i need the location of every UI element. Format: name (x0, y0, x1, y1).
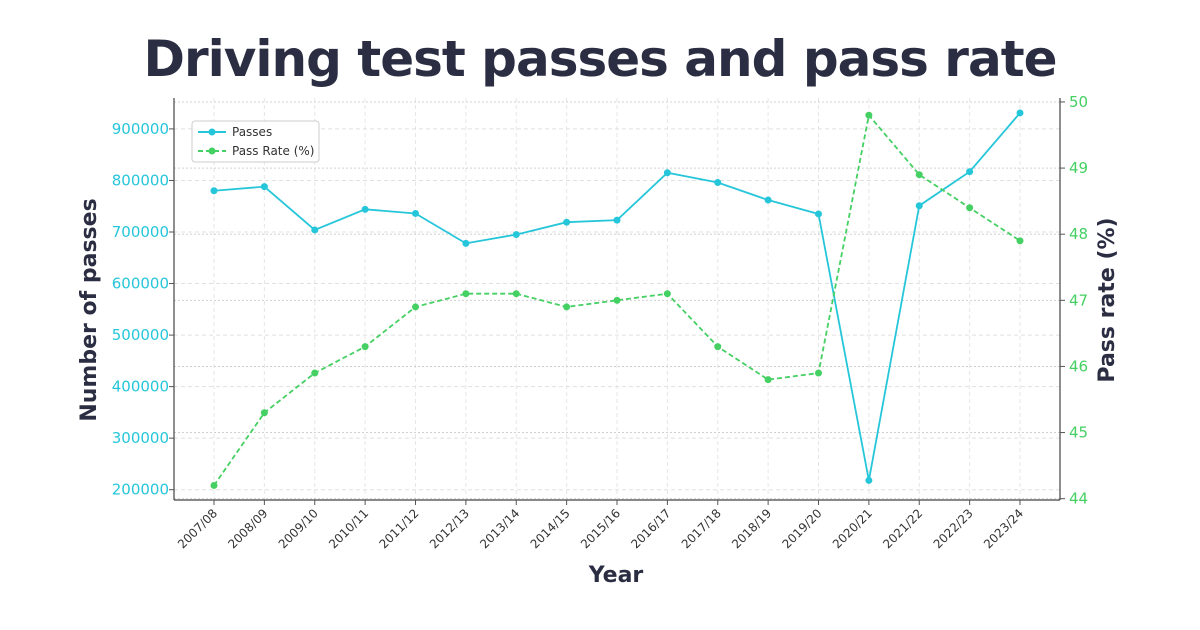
x-tick-label: 2016/17 (628, 506, 673, 551)
x-axis-label: Year (588, 563, 644, 588)
data-point-0 (563, 218, 571, 226)
grid-lines (174, 98, 1060, 500)
data-point-1 (966, 204, 974, 212)
legend-label-passes: Passes (232, 125, 272, 139)
data-point-1 (613, 296, 621, 304)
data-point-1 (663, 290, 671, 298)
right-tick-label: 46 (1069, 357, 1088, 375)
legend: Passes Pass Rate (%) (191, 120, 320, 163)
x-tick-label: 2017/18 (679, 506, 724, 551)
x-tick-label: 2019/20 (779, 506, 824, 551)
x-tick-label: 2012/13 (427, 506, 472, 551)
data-point-0 (412, 209, 419, 217)
left-axis-label: Number of passes (77, 198, 102, 421)
x-tick-label: 2013/14 (477, 506, 522, 551)
data-point-1 (260, 409, 268, 417)
chart-title: Driving test passes and pass rate (143, 30, 1057, 88)
data-point-0 (613, 216, 621, 224)
data-point-0 (512, 231, 520, 239)
data-point-1 (865, 111, 873, 119)
x-tick-label: 2011/12 (376, 506, 421, 551)
right-tick-label: 49 (1069, 159, 1088, 177)
data-point-0 (462, 239, 470, 247)
data-point-0 (966, 168, 974, 176)
right-axis-label: Pass rate (%) (1095, 217, 1120, 382)
data-point-1 (412, 303, 419, 311)
left-tick-label: 300000 (112, 429, 169, 447)
right-tick-label: 45 (1069, 424, 1088, 442)
legend-marker-pass-rate (208, 147, 216, 155)
x-tick-label: 2018/19 (729, 506, 774, 551)
data-point-0 (815, 210, 822, 218)
left-tick-label: 900000 (112, 120, 169, 138)
data-point-1 (915, 171, 923, 179)
data-point-1 (714, 343, 722, 351)
data-point-0 (210, 187, 218, 195)
data-point-0 (361, 205, 369, 213)
data-point-1 (462, 290, 470, 298)
left-tick-label: 500000 (112, 326, 169, 344)
data-point-1 (1016, 237, 1024, 245)
right-tick-label: 50 (1069, 93, 1088, 111)
data-point-0 (764, 196, 772, 204)
data-point-0 (865, 476, 873, 484)
x-tick-label: 2008/09 (225, 506, 270, 551)
legend-label-pass-rate: Pass Rate (%) (232, 144, 314, 158)
data-point-0 (311, 226, 319, 234)
data-point-1 (311, 369, 319, 377)
series-line-1 (213, 113, 1021, 486)
right-tick-label: 48 (1069, 225, 1088, 243)
x-tick-label: 2022/23 (931, 506, 976, 551)
right-tick-label: 44 (1069, 490, 1088, 508)
data-point-0 (663, 169, 671, 177)
x-tick-label: 2010/11 (326, 506, 371, 551)
legend-marker-passes (208, 128, 216, 136)
left-tick-label: 700000 (112, 223, 169, 241)
series-points (210, 109, 1024, 489)
left-tick-label: 200000 (112, 481, 169, 499)
x-tick-label: 2009/10 (276, 506, 321, 551)
left-tick-label: 400000 (112, 378, 169, 396)
x-tick-label: 2007/08 (175, 506, 220, 551)
data-point-0 (714, 179, 722, 187)
right-tick-label: 47 (1069, 291, 1088, 309)
data-point-1 (361, 343, 369, 351)
x-tick-label: 2023/24 (981, 506, 1026, 551)
left-tick-label: 800000 (112, 171, 169, 189)
x-tick-label: 2014/15 (528, 506, 573, 551)
data-point-1 (764, 376, 772, 384)
data-point-1 (563, 303, 571, 311)
data-point-0 (915, 202, 923, 210)
left-axis-ticks: 200000 300000 400000 500000 600000 700000 8000… (112, 120, 174, 499)
data-point-0 (260, 183, 268, 191)
x-axis-ticks: 2007/08 2008/09 2009/10 2010/11 2011/12 2012/… (175, 500, 1026, 551)
x-tick-label: 2020/21 (830, 506, 875, 551)
x-tick-label: 2021/22 (880, 506, 925, 551)
x-tick-label: 2015/16 (578, 506, 623, 551)
right-axis-ticks: 44 45 46 47 48 49 50 (1060, 93, 1088, 508)
data-point-0 (1016, 109, 1024, 117)
data-point-1 (815, 369, 822, 377)
data-point-1 (512, 290, 520, 298)
left-tick-label: 600000 (112, 275, 169, 293)
data-point-1 (210, 481, 218, 489)
